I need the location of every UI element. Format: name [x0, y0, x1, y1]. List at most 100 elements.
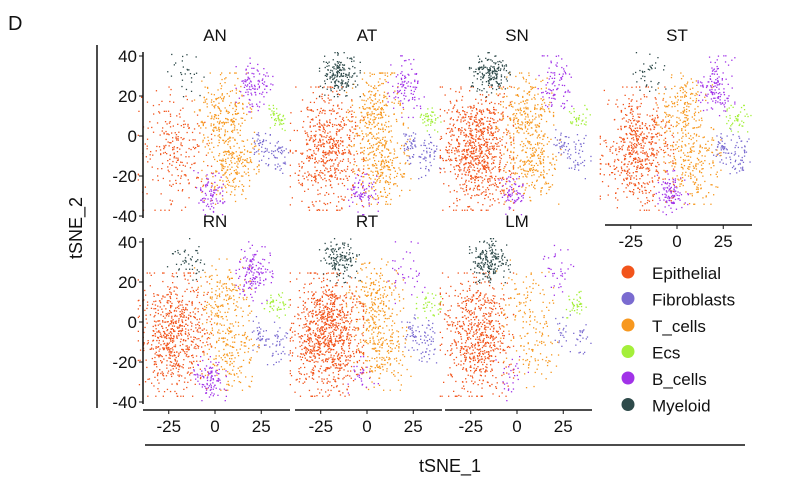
point-t_cells [552, 115, 555, 118]
point-epithelial [665, 125, 667, 127]
point-b_cells [259, 101, 261, 103]
point-epithelial [298, 170, 301, 172]
point-t_cells [529, 123, 531, 125]
point-t_cells [376, 164, 378, 166]
point-epithelial [332, 91, 334, 93]
point-epithelial [614, 118, 616, 121]
point-epithelial [173, 152, 175, 154]
point-epithelial [331, 143, 334, 145]
point-epithelial [630, 182, 633, 184]
point-t_cells [371, 111, 373, 113]
point-epithelial [471, 195, 473, 197]
point-fibroblasts [278, 146, 280, 148]
point-ecs [426, 113, 428, 115]
point-epithelial [475, 139, 477, 141]
point-t_cells [345, 91, 348, 94]
point-epithelial [323, 202, 325, 204]
point-ecs [273, 107, 275, 109]
point-epithelial [640, 160, 642, 163]
point-fibroblasts [262, 139, 265, 141]
point-ecs [269, 108, 271, 110]
point-t_cells [232, 181, 235, 183]
point-fibroblasts [582, 161, 584, 163]
point-t_cells [375, 155, 377, 157]
point-b_cells [261, 82, 264, 84]
point-myeloid [337, 54, 339, 56]
point-t_cells [379, 117, 382, 119]
point-t_cells [527, 113, 529, 115]
point-b_cells [417, 82, 419, 84]
point-b_cells [265, 75, 267, 77]
point-myeloid [475, 68, 477, 70]
point-b_cells [400, 77, 403, 79]
point-t_cells [244, 149, 246, 151]
point-t_cells [513, 136, 515, 138]
point-b_cells [371, 186, 373, 188]
point-t_cells [239, 180, 241, 182]
point-t_cells [527, 121, 529, 123]
point-t_cells [239, 134, 241, 136]
point-t_cells [366, 112, 368, 114]
point-epithelial [471, 157, 474, 159]
point-epithelial [638, 127, 641, 129]
point-epithelial [340, 137, 342, 139]
point-epithelial [342, 178, 345, 180]
point-epithelial [176, 139, 178, 141]
point-epithelial [660, 134, 663, 136]
point-t_cells [222, 97, 225, 99]
point-fibroblasts [274, 168, 277, 170]
point-t_cells [229, 174, 231, 176]
point-epithelial [599, 137, 601, 139]
point-b_cells [516, 178, 518, 180]
point-t_cells [396, 156, 399, 158]
point-t_cells [210, 93, 213, 95]
point-epithelial [314, 157, 316, 159]
point-ecs [275, 120, 277, 122]
point-epithelial [179, 116, 181, 118]
point-fibroblasts [419, 156, 421, 158]
point-myeloid [326, 88, 328, 90]
point-epithelial [464, 119, 466, 121]
point-fibroblasts [725, 157, 727, 159]
point-t_cells [391, 159, 394, 162]
point-t_cells [235, 173, 238, 175]
point-t_cells [369, 96, 371, 98]
point-epithelial [636, 150, 638, 153]
point-epithelial [319, 134, 321, 136]
point-t_cells [546, 183, 548, 185]
point-epithelial [479, 138, 481, 140]
point-epithelial [450, 135, 452, 137]
point-fibroblasts [568, 136, 570, 139]
point-t_cells [533, 174, 535, 176]
point-epithelial [458, 128, 460, 130]
point-t_cells [372, 106, 375, 108]
point-epithelial [298, 182, 300, 184]
point-b_cells [401, 86, 403, 88]
point-t_cells [513, 147, 515, 149]
point-epithelial [637, 157, 640, 159]
point-t_cells [201, 120, 203, 123]
point-epithelial [319, 141, 322, 143]
point-t_cells [520, 127, 522, 129]
point-t_cells [368, 120, 370, 122]
point-epithelial [330, 169, 332, 171]
point-t_cells [402, 108, 405, 110]
point-epithelial [672, 152, 675, 155]
point-ecs [271, 117, 273, 119]
point-t_cells [524, 113, 526, 115]
point-t_cells [367, 134, 369, 136]
point-epithelial [464, 145, 466, 147]
point-epithelial [492, 183, 494, 185]
point-myeloid [485, 81, 488, 83]
point-epithelial [467, 206, 469, 208]
point-epithelial [631, 130, 633, 133]
point-t_cells [378, 113, 380, 115]
point-t_cells [249, 157, 251, 159]
point-t_cells [223, 167, 225, 170]
point-fibroblasts [411, 143, 413, 145]
point-epithelial [486, 108, 488, 110]
point-b_cells [253, 67, 255, 69]
point-fibroblasts [715, 149, 717, 151]
point-t_cells [378, 99, 380, 101]
point-epithelial [317, 189, 319, 191]
